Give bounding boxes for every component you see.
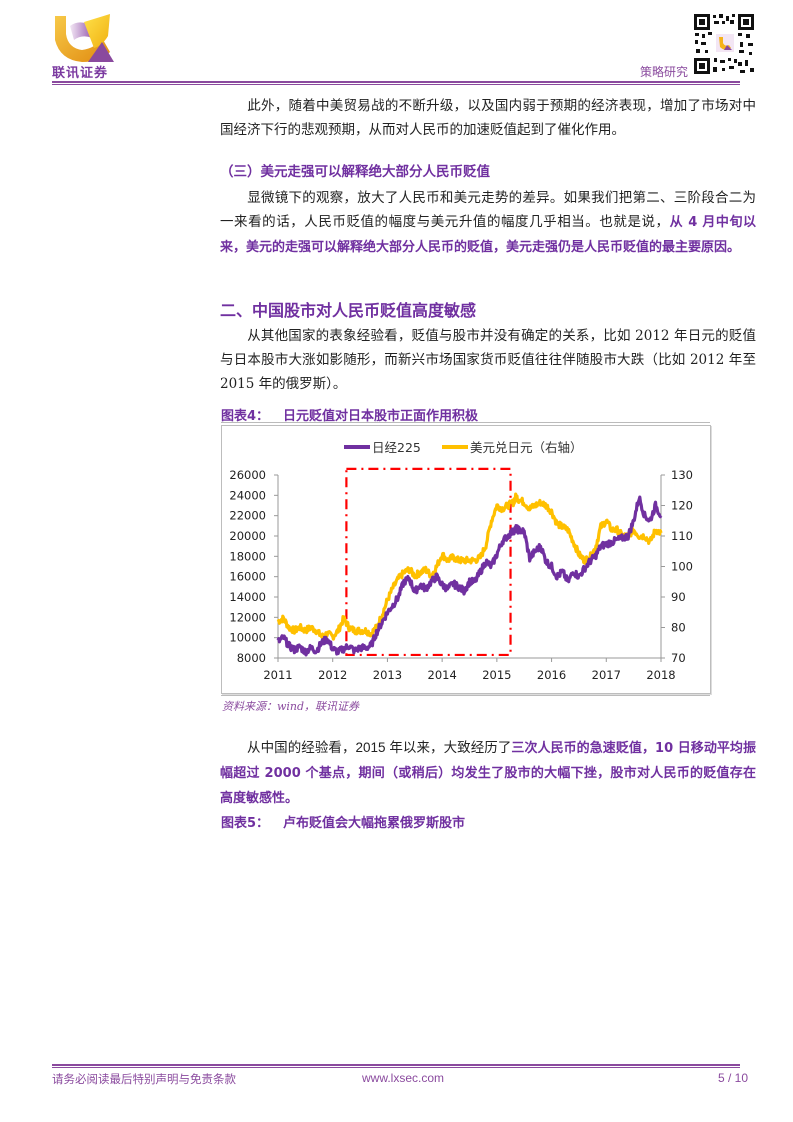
brand-name: 联讯证券 (52, 66, 109, 81)
x-tick-label: 2015 (482, 668, 511, 682)
x-tick-label: 2017 (592, 668, 621, 682)
footer-website-link[interactable]: www.lxsec.com (362, 1071, 445, 1085)
x-tick-label: 2016 (537, 668, 566, 682)
x-tick-label: 2013 (373, 668, 402, 682)
company-logo (52, 12, 132, 80)
report-section: 策略研究 (640, 65, 689, 79)
subheading-usd-strength: （三）美元走强可以解释绝大部分人民币贬值 (220, 164, 490, 180)
figure-rule-bottom (221, 695, 710, 696)
paragraph-trade-war: 此外，随着中美贸易战的不断升级，以及国内弱于预期的经济表现，增加了市场对中国经济… (220, 94, 756, 142)
y-left-tick-label: 16000 (229, 570, 266, 584)
y-left-tick-label: 26000 (229, 468, 266, 482)
chart-axes: 8000 10000 12000 14000 16000 18000 20000 22000 2… (229, 468, 693, 682)
y-left-tick-label: 20000 (229, 529, 266, 543)
y-right-tick-label: 80 (671, 621, 686, 635)
qr-code-icon (692, 12, 756, 76)
y-left-tick-label: 24000 (229, 488, 266, 502)
legend-nikkei: 日经225 (372, 440, 421, 455)
paragraph-microscope: 显微镜下的观察，放大了人民币和美元走势的差异。如果我们把第二、三阶段合二为一来看… (220, 186, 756, 260)
footer-divider (52, 1064, 740, 1066)
figure-label: 图表4： (221, 409, 270, 424)
x-tick-label: 2011 (263, 668, 292, 682)
y-left-tick-label: 22000 (229, 509, 266, 523)
y-right-tick-label: 110 (671, 529, 693, 543)
paragraph-text: 从其他国家的表象经验看，贬值与股市并没有确定的关系，比如 2012 年日元的贬值… (220, 328, 756, 392)
x-tick-label: 2014 (428, 668, 457, 682)
x-tick-label: 2018 (646, 668, 675, 682)
highlight-box (345, 467, 512, 657)
figure-title-text: 日元贬值对日本股市正面作用积极 (283, 409, 479, 424)
y-left-tick-label: 12000 (229, 610, 266, 624)
chart-nikkei-usdjpy: 日经225 美元兑日元（右轴） 8000 10000 12000 14000 16000 1… (221, 425, 711, 694)
chart-legend: 日经225 美元兑日元（右轴） (344, 440, 583, 455)
paragraph-text: 从中国的经验看，2015 年以来，大致经历了 (247, 740, 512, 755)
figure4-title: 图表4： 日元贬值对日本股市正面作用积极 (221, 405, 478, 424)
y-left-tick-label: 14000 (229, 590, 266, 604)
y-right-tick-label: 130 (671, 468, 693, 482)
y-right-tick-label: 70 (671, 651, 686, 665)
y-right-tick-label: 100 (671, 560, 693, 574)
paragraph-text: 此外，随着中美贸易战的不断升级，以及国内弱于预期的经济表现，增加了市场对中国经济… (220, 98, 756, 138)
paragraph-china-experience: 从中国的经验看，2015 年以来，大致经历了三次人民币的急速贬值，10 日移动平… (220, 736, 756, 811)
footer-divider-thin (52, 1067, 740, 1068)
page-number: 5 / 10 (718, 1071, 749, 1085)
figure5-title: 图表5： 卢布贬值会大幅拖累俄罗斯股市 (221, 812, 465, 831)
logo-mark-icon (55, 14, 114, 62)
paragraph-text: 显微镜下的观察，放大了人民币和美元走势的差异。如果我们把第二、三阶段合二为一来看… (220, 190, 756, 230)
x-tick-label: 2012 (318, 668, 347, 682)
series-line (276, 492, 663, 641)
paragraph-highlight: 从 4 月中旬以来，美元的走强可以解释绝大部分人民币的贬值，美元走强仍是人民币贬… (220, 215, 756, 255)
paragraph-other-countries: 从其他国家的表象经验看，贬值与股市并没有确定的关系，比如 2012 年日元的贬值… (220, 324, 756, 396)
line-chart: 日经225 美元兑日元（右轴） 8000 10000 12000 14000 16000 1… (229, 440, 693, 682)
figure-rule (221, 422, 710, 423)
header-divider (52, 81, 740, 83)
y-left-tick-label: 8000 (237, 651, 266, 665)
section-heading-stock-sensitivity: 二、中国股市对人民币贬值高度敏感 (220, 301, 477, 320)
footer-disclaimer[interactable]: 请务必阅读最后特别声明与免责条款 (52, 1072, 236, 1086)
y-left-tick-label: 18000 (229, 549, 266, 563)
header-divider-thin (52, 84, 740, 85)
y-right-tick-label: 90 (671, 590, 686, 604)
paragraph-highlight: 三次人民币的急速贬值，10 日移动平均振幅超过 2000 个基点，期间（或稍后）… (220, 741, 756, 806)
legend-usdjpy: 美元兑日元（右轴） (470, 440, 583, 455)
y-right-tick-label: 120 (671, 499, 693, 513)
figure-title-text: 卢布贬值会大幅拖累俄罗斯股市 (283, 816, 466, 831)
figure-label: 图表5： (221, 816, 270, 831)
figure-source: 资料来源：wind，联讯证券 (222, 700, 360, 713)
series-line (276, 495, 663, 657)
qr-code (692, 12, 756, 76)
y-left-tick-label: 10000 (229, 631, 266, 645)
chart-series (276, 492, 663, 657)
